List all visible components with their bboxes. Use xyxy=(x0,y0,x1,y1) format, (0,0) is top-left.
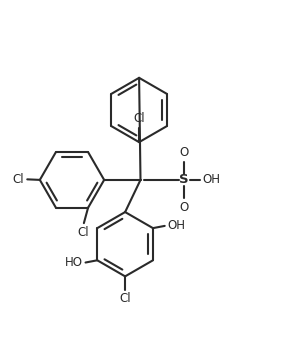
Text: O: O xyxy=(179,201,189,214)
Text: OH: OH xyxy=(202,174,220,186)
Text: HO: HO xyxy=(65,256,83,269)
Text: Cl: Cl xyxy=(77,226,89,239)
Text: OH: OH xyxy=(167,220,185,232)
Text: Cl: Cl xyxy=(133,112,145,125)
Text: Cl: Cl xyxy=(13,173,24,186)
Text: S: S xyxy=(179,173,189,186)
Text: O: O xyxy=(179,146,189,159)
Text: Cl: Cl xyxy=(119,292,131,305)
